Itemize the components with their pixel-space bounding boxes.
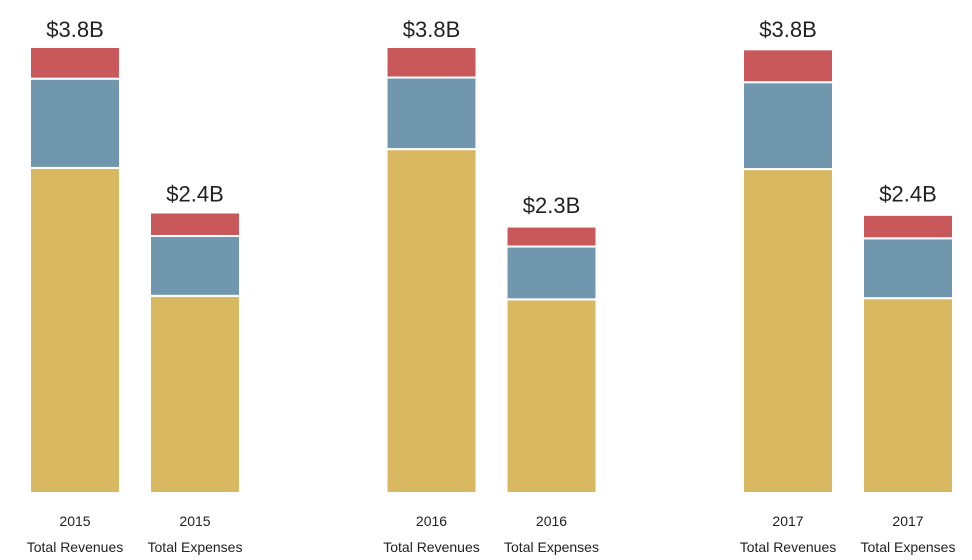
total-label: $2.4B xyxy=(166,181,224,206)
total-label: $2.3B xyxy=(523,193,581,218)
bar-segment xyxy=(149,234,241,297)
bar-segment xyxy=(385,148,478,494)
bar-segment xyxy=(505,298,598,494)
bar-segment xyxy=(742,48,834,84)
bar-segment xyxy=(149,211,241,237)
bar-segment xyxy=(29,77,121,169)
bar-segment xyxy=(862,297,954,494)
category-label: Total Expenses xyxy=(504,539,599,555)
bar-segment xyxy=(505,245,598,301)
category-label: Total Revenues xyxy=(740,539,837,555)
category-label: Total Expenses xyxy=(861,539,956,555)
bar-segment xyxy=(862,237,954,300)
category-year: 2016 xyxy=(416,513,447,529)
category-year: 2017 xyxy=(772,513,803,529)
bar-segment xyxy=(742,81,834,171)
category-year: 2016 xyxy=(536,513,567,529)
category-label: Total Expenses xyxy=(148,539,243,555)
total-label: $3.8B xyxy=(46,17,104,42)
category-year: 2017 xyxy=(892,513,923,529)
bar-segment xyxy=(862,213,954,240)
total-label: $3.8B xyxy=(759,17,817,42)
category-label: Total Revenues xyxy=(27,539,124,555)
category-label: Total Revenues xyxy=(383,539,480,555)
total-label: $2.4B xyxy=(879,181,937,206)
total-label: $3.8B xyxy=(403,17,461,42)
bar-segment xyxy=(505,225,598,248)
bar-segment xyxy=(29,166,121,495)
bar-segment xyxy=(742,168,834,494)
bar-segment xyxy=(385,76,478,151)
bar-segment xyxy=(385,46,478,79)
bar-segment xyxy=(149,294,241,494)
category-year: 2015 xyxy=(179,513,210,529)
bar-segment xyxy=(29,46,121,80)
category-year: 2015 xyxy=(59,513,90,529)
